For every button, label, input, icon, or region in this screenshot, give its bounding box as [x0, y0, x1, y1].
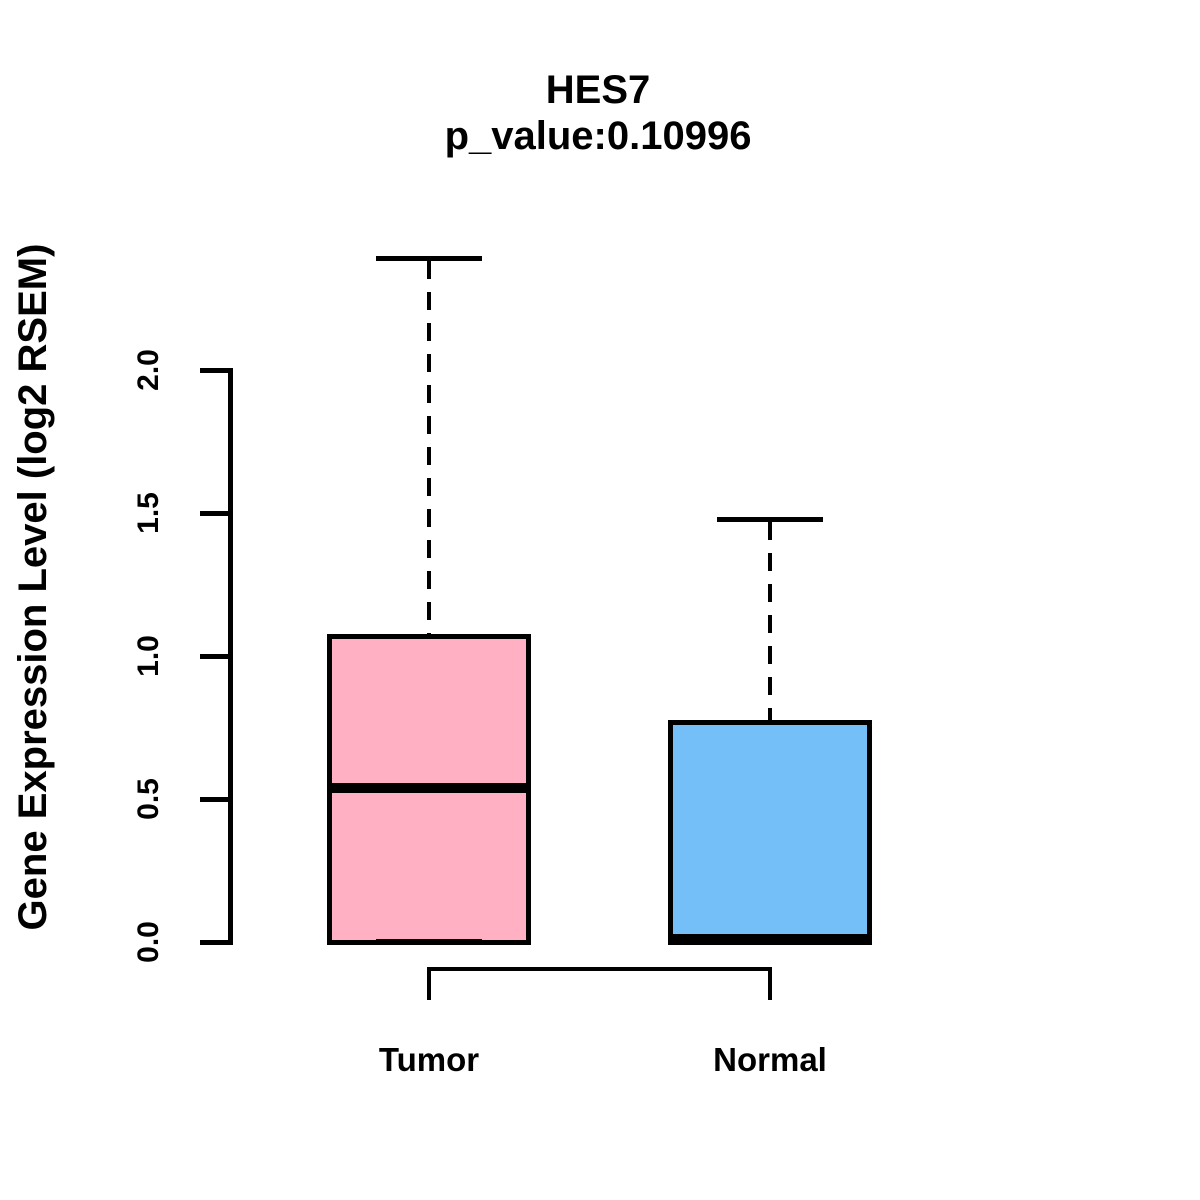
- y-axis-tick: [200, 368, 230, 373]
- y-axis-tick: [200, 654, 230, 659]
- normal-upper-whisker-cap: [717, 516, 823, 522]
- normal-box: [668, 719, 872, 945]
- tumor-median-line: [327, 782, 531, 793]
- y-axis-tick-label: 1.0: [132, 635, 165, 677]
- chart-title: HES7: [545, 68, 651, 112]
- y-axis-tick-label: 0.5: [132, 778, 165, 820]
- comparison-bracket-horizontal: [427, 967, 772, 971]
- tumor-upper-whisker: [427, 261, 431, 634]
- normal-median-line: [668, 934, 872, 945]
- comparison-bracket-left-leg: [427, 967, 431, 1000]
- y-axis-tick-label: 0.0: [132, 921, 165, 963]
- y-axis-line: [228, 368, 233, 945]
- y-axis-tick-label: 2.0: [132, 349, 165, 391]
- tumor-upper-whisker-cap: [376, 256, 482, 262]
- x-label-normal: Normal: [713, 1041, 827, 1078]
- y-axis-tick: [200, 797, 230, 802]
- normal-upper-whisker: [768, 521, 772, 720]
- chart-subtitle-pvalue: p_value:0.10996: [444, 114, 752, 158]
- tumor-lower-whisker-cap: [376, 939, 482, 945]
- y-axis-tick: [200, 511, 230, 516]
- comparison-bracket-right-leg: [768, 967, 772, 1000]
- y-axis-tick: [200, 940, 230, 945]
- x-label-tumor: Tumor: [378, 1041, 480, 1078]
- y-axis-label: Gene Expression Level (log2 RSEM): [11, 243, 55, 931]
- y-axis-tick-label: 1.5: [132, 492, 165, 534]
